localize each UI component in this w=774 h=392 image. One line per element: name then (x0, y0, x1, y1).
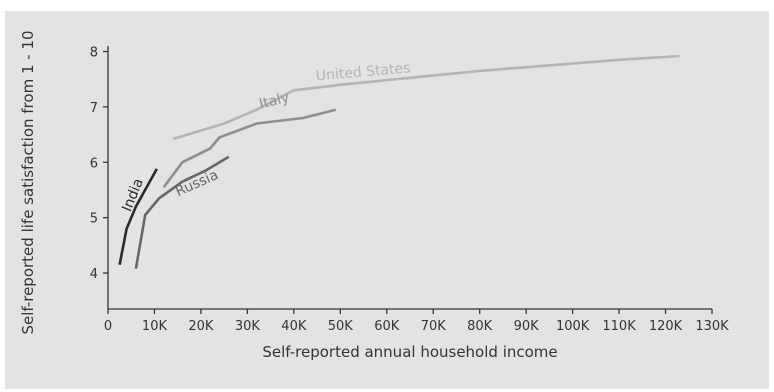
x-axis-title: Self-reported annual household income (262, 343, 557, 361)
x-tick-label: 0 (104, 319, 112, 334)
x-tick-label: 70K (421, 319, 447, 334)
series-line-russia (134, 155, 230, 269)
chart-svg: 4 5 6 7 8 0 10K 20K 30K 40K 50K 60K 70K 80K 90K 100K 11… (19, 30, 729, 361)
y-tick-label: 5 (90, 212, 98, 227)
series-line-united-states (172, 54, 680, 141)
y-tick-label: 6 (90, 156, 98, 171)
y-ticks: 4 5 6 7 8 (90, 46, 108, 282)
x-tick-label: 10K (142, 319, 168, 334)
x-tick-label: 100K (556, 319, 590, 334)
series-line-india (118, 168, 158, 265)
x-ticks: 0 10K 20K 30K 40K 50K 60K 70K 80K 90K 100K 110K 120K… (104, 309, 729, 334)
y-axis-title: Self-reported life satisfaction from 1 -… (19, 30, 37, 334)
x-tick-label: 50K (328, 319, 354, 334)
y-tick-label: 4 (90, 267, 98, 282)
y-tick-label: 7 (90, 101, 98, 116)
series-label-russia: Russia (173, 167, 221, 200)
axes-layer (107, 46, 712, 310)
x-tick-label: 90K (514, 319, 540, 334)
x-tick-label: 30K (235, 319, 261, 334)
x-tick-label: 60K (374, 319, 400, 334)
x-tick-label: 20K (188, 319, 214, 334)
x-tick-label: 40K (281, 319, 307, 334)
y-tick-label: 8 (90, 46, 98, 61)
chart-panel: 4 5 6 7 8 0 10K 20K 30K 40K 50K 60K 70K 80K 90K 100K 11… (5, 11, 769, 389)
x-tick-label: 130K (695, 319, 729, 334)
x-tick-label: 80K (467, 319, 493, 334)
series-label-united-states: United States (315, 60, 411, 84)
series-line-italy (162, 108, 337, 188)
series-layer (118, 54, 680, 269)
x-tick-label: 110K (602, 319, 636, 334)
series-label-italy: Italy (258, 90, 291, 113)
x-tick-label: 120K (649, 319, 683, 334)
